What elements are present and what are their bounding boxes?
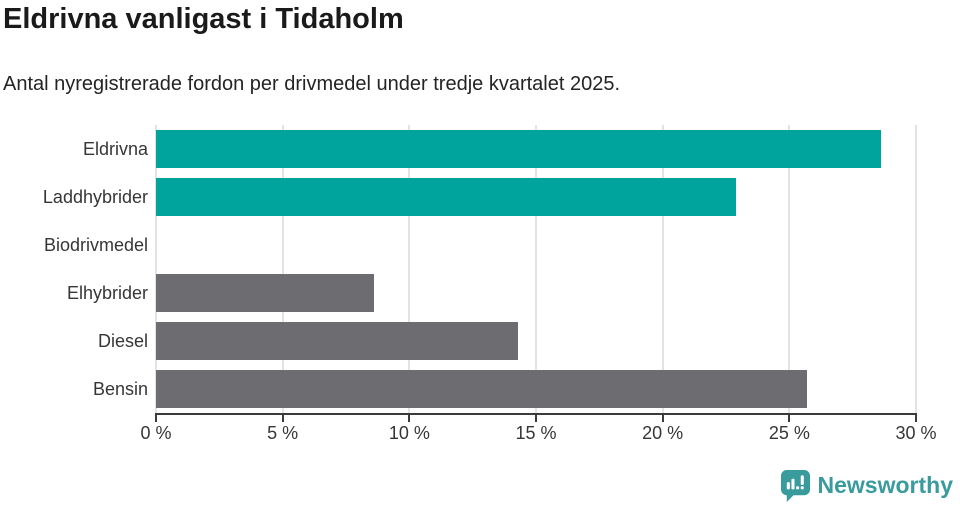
- bar-row-laddhybrider: [156, 173, 916, 221]
- plot-area: [155, 125, 917, 413]
- gridline-0: [155, 125, 157, 413]
- x-tick-label-15: 15 %: [515, 423, 557, 443]
- y-axis-labels: Eldrivna Laddhybrider Biodrivmedel Elhybrid…: [0, 125, 148, 413]
- gridline-5: [281, 125, 284, 413]
- chart-subtitle: Antal nyregistrerade fordon per drivmede…: [3, 73, 621, 95]
- x-tick-5: [281, 415, 284, 422]
- bar-row-eldrivna: [156, 125, 916, 173]
- x-tick-20: [661, 415, 664, 422]
- newsworthy-logo-text: Newsworthy: [817, 472, 953, 498]
- x-tick-15: [535, 415, 537, 422]
- x-axis-line: [155, 413, 917, 415]
- bar-laddhybrider: [156, 178, 737, 216]
- bar-eldrivna: [156, 130, 881, 168]
- bar-bensin: [156, 370, 808, 408]
- gridline-15: [535, 125, 537, 413]
- x-tick-30: [915, 415, 917, 422]
- category-label-biodrivmedel: Biodrivmedel: [43, 235, 148, 255]
- gridline-30: [915, 125, 917, 413]
- category-label-eldrivna: Eldrivna: [82, 139, 148, 159]
- bar-row-bensin: [156, 365, 916, 413]
- bar-diesel: [156, 322, 519, 360]
- x-tick-label-25: 25 %: [768, 423, 810, 443]
- x-tick-25: [788, 415, 791, 422]
- bar-elhybrider: [156, 274, 374, 312]
- bar-row-biodrivmedel: [156, 221, 916, 269]
- category-label-laddhybrider: Laddhybrider: [42, 187, 148, 207]
- x-tick-label-5: 5 %: [267, 423, 299, 443]
- chart-title: Eldrivna vanligast i Tidaholm: [3, 3, 404, 35]
- category-label-bensin: Bensin: [92, 379, 148, 399]
- bar-row-elhybrider: [156, 269, 916, 317]
- bar-chart-speech-bubble-icon: [780, 470, 810, 502]
- x-tick-10: [408, 415, 411, 422]
- bar-row-diesel: [156, 317, 916, 365]
- category-label-diesel: Diesel: [97, 331, 148, 351]
- x-tick-0: [155, 415, 157, 422]
- x-tick-label-0: 0 %: [140, 423, 172, 443]
- x-tick-label-30: 30 %: [895, 423, 937, 443]
- x-tick-label-20: 20 %: [642, 423, 684, 443]
- gridline-20: [661, 125, 664, 413]
- newsworthy-logo[interactable]: Newsworthy: [780, 469, 953, 502]
- x-tick-label-10: 10 %: [388, 423, 430, 443]
- gridline-10: [408, 125, 411, 413]
- gridline-25: [788, 125, 791, 413]
- category-label-elhybrider: Elhybrider: [66, 283, 148, 303]
